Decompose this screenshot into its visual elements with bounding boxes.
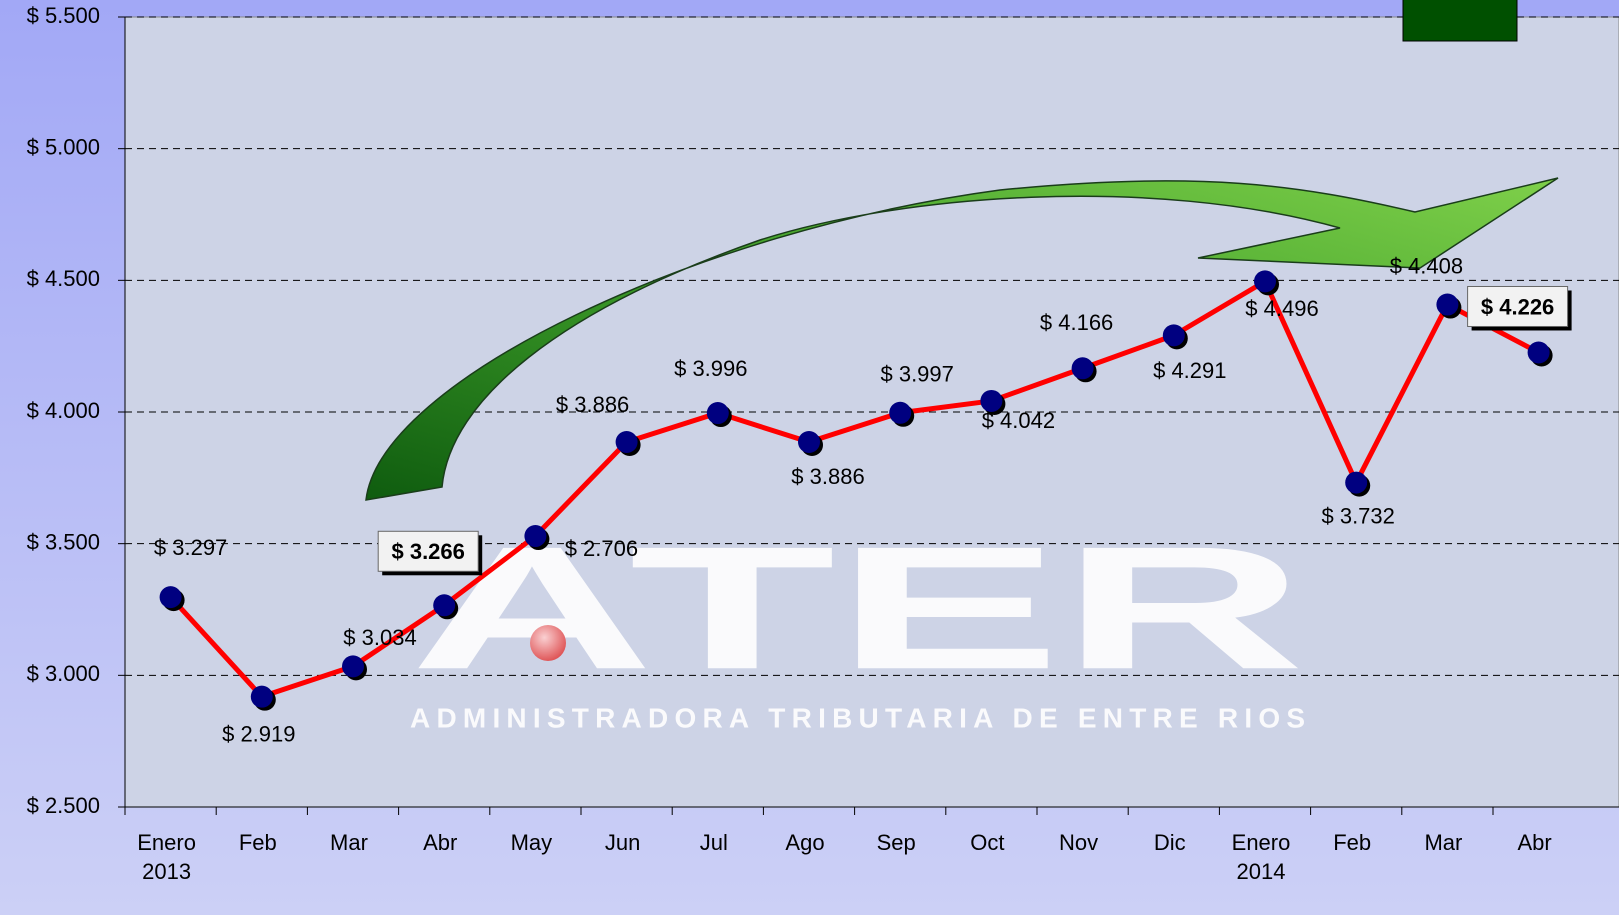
x-tick-label: Abr	[423, 830, 458, 855]
y-tick-label: $ 3.500	[27, 529, 100, 554]
y-tick-label: $ 5.500	[27, 3, 100, 28]
x-tick-label: Enero 2013	[137, 830, 196, 884]
marker	[1254, 270, 1276, 293]
data-label: $ 4.042	[982, 408, 1055, 433]
data-label: $ 3.732	[1321, 503, 1394, 528]
data-label: $ 4.408	[1390, 253, 1463, 278]
x-tick-label: Abr	[1517, 830, 1552, 855]
marker	[980, 389, 1003, 412]
data-label: $ 3.997	[880, 362, 953, 387]
watermark-ball	[530, 625, 566, 661]
x-tick-label: Jun	[604, 830, 641, 855]
label-box	[377, 530, 479, 572]
data-label: $ 4.291	[1153, 358, 1226, 383]
marker	[250, 685, 273, 708]
marker	[1162, 324, 1185, 347]
marker	[159, 586, 182, 609]
marker	[1345, 471, 1368, 494]
marker	[342, 655, 364, 678]
label-box	[1467, 285, 1569, 327]
data-label: $ 3.996	[674, 356, 747, 381]
data-label: $ 3.886	[791, 464, 864, 489]
y-tick-label: $ 4.500	[27, 266, 100, 291]
data-label: $ 4.166	[1040, 310, 1113, 335]
x-tick-label: Sep	[876, 830, 916, 855]
data-label: $ 2.919	[222, 721, 295, 746]
annotation: $ 2.706	[565, 536, 638, 561]
marker	[433, 594, 456, 617]
x-tick-label: Mar	[1424, 830, 1463, 855]
y-tick-label: $ 2.500	[27, 793, 100, 818]
legend-box	[1402, 0, 1518, 42]
x-tick-label: Ago	[785, 830, 825, 855]
data-label: $ 4.226	[1481, 294, 1554, 319]
x-tick-label: Mar	[330, 830, 368, 855]
marker	[524, 525, 547, 548]
x-tick-label: May	[510, 830, 553, 855]
x-tick-label: Feb	[238, 830, 277, 855]
marker	[615, 431, 638, 454]
x-tick-label: Nov	[1059, 830, 1099, 855]
x-tick-label: Enero 2014	[1231, 830, 1291, 884]
x-tick-label: Oct	[970, 830, 1005, 855]
x-tick-label: Feb	[1333, 830, 1372, 855]
y-tick-label: $ 4.000	[27, 398, 100, 423]
marker	[706, 402, 729, 425]
marker	[1527, 341, 1550, 364]
data-label: $ 3.886	[556, 392, 629, 417]
data-label: $ 4.496	[1245, 296, 1318, 321]
marker	[1071, 357, 1094, 380]
trend-arrow	[365, 177, 1559, 501]
marker	[1436, 293, 1459, 316]
data-label: $ 3.266	[391, 539, 464, 564]
y-tick-label: $ 3.000	[27, 661, 100, 686]
data-label: $ 3.034	[343, 625, 416, 650]
x-tick-label: Jul	[699, 830, 728, 855]
data-label: $ 3.297	[154, 535, 227, 560]
marker	[889, 401, 912, 424]
y-tick-label: $ 5.000	[27, 134, 100, 159]
x-tick-label: Dic	[1153, 830, 1186, 855]
marker	[798, 431, 820, 454]
data-line	[168, 278, 1540, 700]
